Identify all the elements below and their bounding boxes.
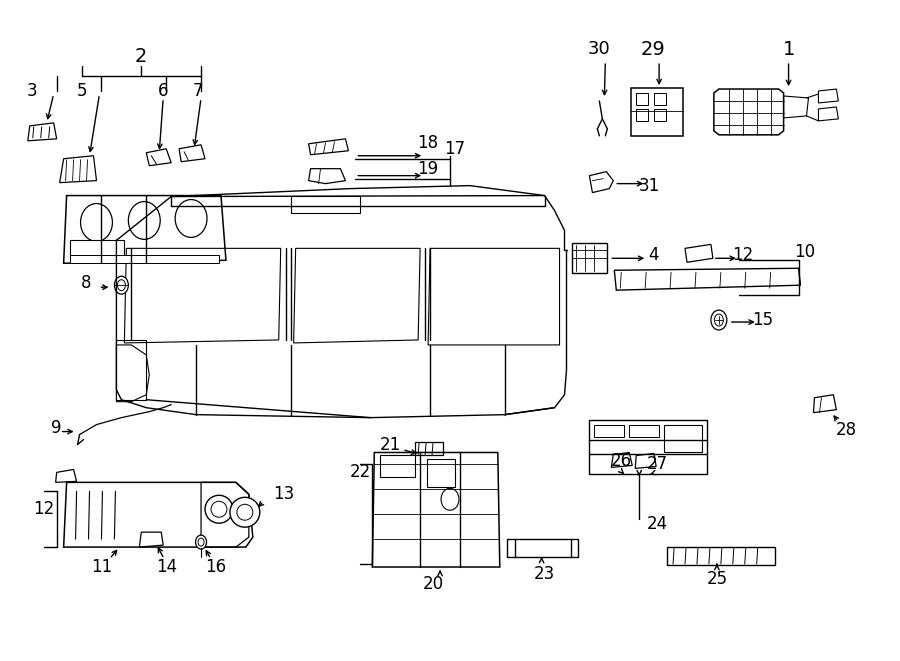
Text: 20: 20 — [422, 575, 444, 593]
Text: 17: 17 — [445, 139, 465, 158]
Bar — [594, 424, 625, 436]
Bar — [636, 109, 648, 121]
Text: 28: 28 — [836, 420, 857, 439]
Text: 2: 2 — [135, 47, 148, 65]
Bar — [291, 196, 360, 214]
Text: 19: 19 — [418, 160, 438, 178]
Bar — [654, 109, 666, 121]
Text: 24: 24 — [646, 515, 668, 533]
Text: 7: 7 — [193, 82, 203, 100]
Ellipse shape — [81, 204, 112, 241]
Circle shape — [205, 495, 233, 524]
Text: 25: 25 — [706, 570, 727, 588]
Ellipse shape — [198, 538, 204, 546]
Text: 23: 23 — [534, 565, 555, 583]
Text: 30: 30 — [588, 40, 611, 58]
Bar — [415, 442, 443, 455]
Text: 10: 10 — [794, 243, 815, 261]
Text: 14: 14 — [156, 558, 176, 576]
Bar — [572, 243, 608, 273]
Ellipse shape — [715, 314, 724, 326]
Ellipse shape — [195, 535, 206, 549]
Ellipse shape — [176, 200, 207, 237]
Bar — [631, 88, 683, 136]
Text: 8: 8 — [81, 274, 92, 292]
Text: 9: 9 — [51, 418, 62, 436]
Bar — [381, 455, 415, 477]
Bar — [69, 241, 124, 258]
Text: 16: 16 — [205, 558, 227, 576]
Text: 15: 15 — [752, 311, 773, 329]
Text: 12: 12 — [33, 500, 54, 518]
Text: 26: 26 — [611, 452, 632, 471]
Text: 1: 1 — [782, 40, 795, 59]
Bar — [664, 424, 702, 453]
Text: 21: 21 — [380, 436, 400, 453]
Bar — [69, 255, 219, 263]
Bar — [667, 547, 775, 565]
Ellipse shape — [711, 310, 727, 330]
Ellipse shape — [129, 202, 160, 239]
Text: 18: 18 — [418, 134, 438, 152]
Circle shape — [230, 497, 260, 527]
Circle shape — [211, 501, 227, 517]
Bar — [629, 424, 659, 436]
Ellipse shape — [117, 280, 125, 291]
Text: 27: 27 — [646, 455, 668, 473]
Text: 3: 3 — [26, 82, 37, 100]
Text: 4: 4 — [648, 247, 659, 264]
Bar — [428, 459, 455, 487]
Text: 11: 11 — [91, 558, 112, 576]
Bar — [636, 93, 648, 105]
Text: 29: 29 — [641, 40, 665, 59]
Text: 5: 5 — [76, 82, 86, 100]
Ellipse shape — [441, 488, 459, 510]
Text: 12: 12 — [732, 247, 753, 264]
Text: 22: 22 — [350, 463, 371, 481]
Circle shape — [237, 504, 253, 520]
Bar — [507, 539, 579, 557]
Bar — [654, 93, 666, 105]
Ellipse shape — [114, 276, 129, 294]
Text: 31: 31 — [638, 176, 660, 194]
Text: 6: 6 — [158, 82, 168, 100]
Bar — [590, 420, 706, 475]
Text: 13: 13 — [273, 485, 294, 503]
